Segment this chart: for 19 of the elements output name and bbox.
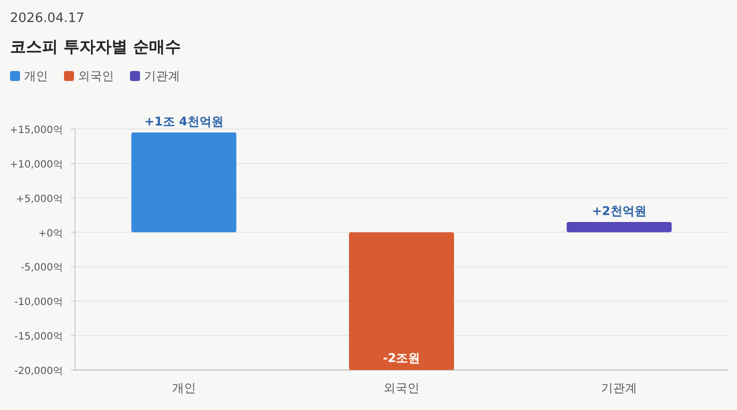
- legend-label: 개인: [24, 69, 48, 83]
- y-tick-label: +10,000억: [10, 159, 63, 170]
- x-tick-label: 개인: [172, 381, 196, 395]
- text: +1조 4천억원: [144, 114, 224, 128]
- x-tick-label: 외국인: [384, 381, 420, 395]
- y-tick-label: -20,000억: [14, 366, 63, 377]
- text: -2조원: [382, 351, 420, 365]
- y-tick-label: +0억: [38, 228, 63, 240]
- y-tick-label: -15,000억: [14, 332, 63, 343]
- text: +2천억원: [592, 204, 646, 218]
- x-tick-label: 기관계: [601, 381, 638, 395]
- y-tick-label: +5,000억: [16, 194, 63, 205]
- y-tick-label: +15,000억: [10, 125, 63, 136]
- chart-subtitle: 2026.04.17: [10, 11, 84, 26]
- y-tick-label: -10,000억: [14, 297, 63, 308]
- legend-label: 기관계: [144, 69, 180, 83]
- y-tick-label: -5,000억: [20, 262, 63, 274]
- chart-title: 코스피 투자자별 순매수: [10, 37, 182, 56]
- legend-label: 외국인: [78, 69, 114, 83]
